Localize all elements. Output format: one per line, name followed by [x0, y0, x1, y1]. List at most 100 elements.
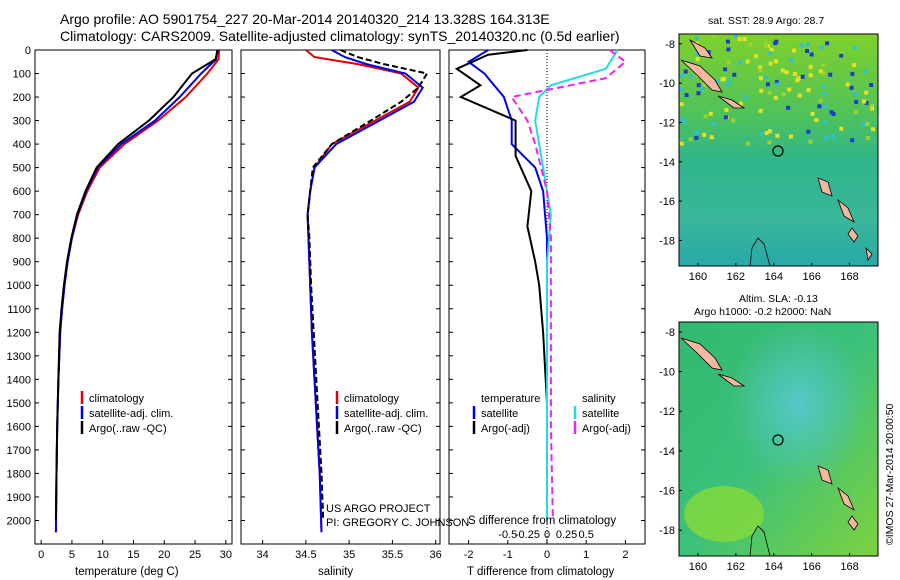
temperature-x-axis: 0 5 10 15 20 25 30: [38, 540, 232, 561]
island-vanuatu-2: [837, 198, 855, 223]
depth-tick-label: 500: [13, 163, 31, 175]
legend-label: satellite: [582, 408, 619, 420]
sst-pixel: [845, 82, 850, 87]
sst-pixel: [775, 133, 780, 138]
sst-float-marker: [772, 145, 784, 157]
x-tick-label: 20: [158, 549, 170, 561]
depth-tick-label: 1100: [7, 304, 31, 316]
sst-pixel: [679, 141, 684, 146]
salinity-xlabel: salinity: [318, 566, 353, 578]
sst-pixel: [696, 91, 701, 96]
sst-pixel: [767, 140, 772, 145]
series-line-temperature-argo-adj: [454, 49, 548, 403]
sst-pixel: [724, 107, 729, 112]
depth-tick-label: 1400: [7, 374, 31, 386]
series-line-climatology: [305, 49, 420, 533]
temperature-profiles: [54, 49, 221, 533]
sla-map-title-2: Argo h1000: -0.2 h2000: NaN: [694, 306, 831, 318]
sst-pixel: [808, 73, 813, 78]
sst-pixel: [823, 104, 828, 109]
sst-pixel: [806, 129, 811, 134]
sst-pixel: [808, 64, 813, 69]
sst-pixel: [808, 139, 813, 144]
sst-pixel: [824, 135, 829, 140]
sst-pixel: [694, 135, 699, 140]
sst-pixel: [743, 95, 748, 100]
sst-pixel: [723, 67, 728, 72]
x-tick-label: 15: [127, 549, 139, 561]
depth-tick-label: 800: [13, 233, 31, 245]
sst-pixel: [774, 82, 779, 87]
island-solomons: [680, 337, 723, 371]
salinity-legend: climatology satellite-adj. clim. Argo(..…: [335, 391, 428, 435]
sst-pixel: [769, 47, 774, 52]
sst-pixel: [823, 120, 828, 125]
x-tick-label: 5: [69, 549, 75, 561]
sst-pixel: [715, 80, 720, 85]
sst-pixel: [850, 138, 855, 143]
salinity-x-axis: 34 34.5 35 35.5 36: [257, 540, 442, 561]
depth-tick-label: 1200: [7, 327, 31, 339]
island-vanuatu-3: [847, 227, 859, 243]
lat-tick-label: -14: [659, 446, 675, 458]
sst-pixel: [796, 76, 801, 81]
sst-coast-outline: [749, 237, 771, 267]
sst-pixel: [694, 36, 699, 41]
sst-pixel: [733, 34, 738, 38]
series-line-climatology: [54, 49, 221, 533]
lat-tick-label: -8: [665, 327, 675, 339]
sst-pixel: [679, 87, 683, 92]
lat-tick-label: -12: [659, 406, 675, 418]
x-tick-label: 1: [583, 549, 589, 561]
sst-pixel: [869, 83, 874, 87]
x-tick-label: 34.5: [295, 549, 316, 561]
sla-coast-outline: [749, 525, 771, 557]
lon-tick-label: 162: [727, 271, 745, 283]
sst-pixel: [839, 53, 844, 58]
sst-pixel: [742, 37, 747, 41]
salinity-profiles: [305, 49, 429, 533]
island-vanuatu-1: [817, 177, 833, 197]
sst-pixel: [768, 61, 773, 66]
sla-map-title-1: Altim. SLA: -0.13: [739, 293, 818, 305]
sst-pixel: [788, 57, 793, 62]
depth-tick-label: 1500: [7, 398, 31, 410]
x-tick-label: 34: [257, 549, 269, 561]
sst-pixel: [738, 60, 743, 65]
sst-pixel: [818, 98, 823, 103]
sst-pixel: [731, 118, 736, 123]
sla-map: [678, 321, 879, 557]
lat-tick-label: -16: [659, 196, 675, 208]
sla-map-axes: -8 -10 -12 -14 -16 -18 160 162 164 166 168: [659, 327, 859, 573]
lat-tick-label: -14: [659, 157, 675, 169]
sst-pixel: [850, 71, 855, 76]
legend-label: satellite-adj. clim.: [89, 408, 173, 420]
island-vanuatu-2: [837, 486, 855, 511]
sst-pixel: [864, 90, 869, 95]
x-tick-label: 35.5: [382, 549, 403, 561]
sst-pixel: [738, 101, 743, 106]
s-tick-label: 0: [544, 529, 550, 541]
sst-pixel: [797, 93, 802, 98]
temperature-xlabel: temperature (deg C): [75, 566, 179, 578]
sst-pixel: [830, 134, 835, 139]
lon-tick-label: 166: [802, 561, 820, 573]
sst-pixel: [810, 111, 815, 116]
legend-label: Argo(..raw -QC): [89, 423, 167, 435]
sla-low-anomaly: [684, 486, 764, 542]
legend-label: Argo(-adj): [582, 423, 631, 435]
sst-pixel: [763, 75, 768, 80]
x-tick-label: 0: [38, 549, 44, 561]
depth-tick-label: 700: [13, 210, 31, 222]
sla-float-marker: [772, 434, 784, 446]
lat-tick-label: -8: [665, 39, 675, 51]
legend-label: Argo(-adj): [481, 423, 530, 435]
sst-pixel: [805, 42, 810, 47]
sst-pixel: [774, 80, 779, 85]
s-tick-label: -0.5: [498, 529, 517, 541]
sst-pixel: [853, 92, 858, 97]
sst-pixel: [726, 39, 730, 44]
sst-pixel: [726, 47, 731, 52]
sst-pixel: [689, 74, 693, 79]
lon-tick-label: 160: [689, 271, 707, 283]
